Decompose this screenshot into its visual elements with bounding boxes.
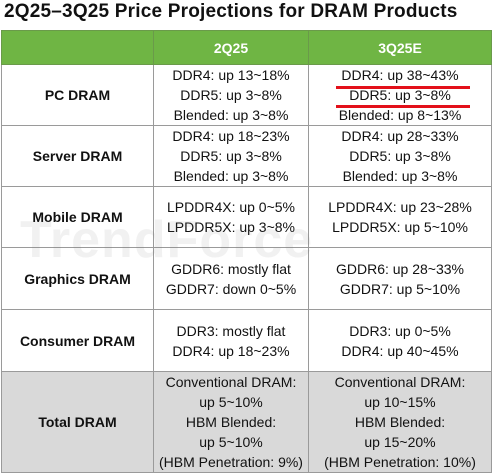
- value-line: GDDR7: up 5~10%: [339, 280, 461, 297]
- category-label: Graphics DRAM: [1, 247, 154, 310]
- value-line: up 10~15%: [364, 394, 436, 410]
- row-server-dram: Server DRAM DDR4: up 18~23% DDR5: up 3~8…: [1, 125, 492, 187]
- value-line: Conventional DRAM:: [334, 374, 466, 390]
- value-line: LPDDR4X: up 23~28%: [328, 199, 472, 215]
- value-line: LPDDR5X: up 3~8%: [166, 219, 296, 235]
- q2-cell: DDR4: up 13~18% DDR5: up 3~8% Blended: u…: [153, 64, 309, 126]
- q2-cell: LPDDR4X: up 0~5% LPDDR5X: up 3~8%: [153, 186, 309, 248]
- value-line: up 5~10%: [199, 394, 263, 410]
- category-label: Consumer DRAM: [1, 309, 154, 372]
- category-label: Total DRAM: [1, 371, 154, 473]
- header-blank: [1, 30, 154, 65]
- value-line: up 15~20%: [364, 434, 436, 450]
- page-title: 2Q25–3Q25 Price Projections for DRAM Pro…: [4, 1, 458, 22]
- row-graphics-dram: Graphics DRAM GDDR6: mostly flat GDDR7: …: [1, 247, 492, 310]
- highlight-underline: [336, 86, 470, 89]
- value-line: Conventional DRAM:: [165, 374, 297, 390]
- value-line: DDR5: up 3~8%: [180, 87, 282, 103]
- row-total-dram: Total DRAM Conventional DRAM: up 5~10% H…: [1, 371, 492, 473]
- header-3q25e: 3Q25E: [308, 30, 492, 65]
- row-mobile-dram: Mobile DRAM LPDDR4X: up 0~5% LPDDR5X: up…: [1, 186, 492, 248]
- q2-cell: Conventional DRAM: up 5~10% HBM Blended:…: [153, 371, 309, 473]
- q3-cell: LPDDR4X: up 23~28% LPDDR5X: up 5~10%: [308, 186, 492, 248]
- value-line: LPDDR5X: up 5~10%: [332, 219, 468, 235]
- q2-cell: DDR4: up 18~23% DDR5: up 3~8% Blended: u…: [153, 125, 309, 187]
- value-line: DDR4: up 28~33%: [341, 128, 459, 144]
- value-line: (HBM Penetration: 9%): [159, 454, 303, 470]
- header-row: 2Q25 3Q25E: [1, 30, 492, 65]
- value-line: up 5~10%: [199, 434, 263, 450]
- q3-cell: DDR4: up 38~43% DDR5: up 3~8% Blended: u…: [308, 64, 492, 126]
- row-pc-dram: PC DRAM DDR4: up 13~18% DDR5: up 3~8% Bl…: [1, 64, 492, 126]
- q3-cell: Conventional DRAM: up 10~15% HBM Blended…: [308, 371, 492, 473]
- value-line: DDR5: up 3~8%: [349, 87, 451, 103]
- category-label: PC DRAM: [1, 64, 154, 126]
- q2-cell: GDDR6: mostly flat GDDR7: down 0~5%: [153, 247, 309, 310]
- value-line: DDR4: up 38~43%: [341, 67, 459, 83]
- q3-cell: DDR4: up 28~33% DDR5: up 3~8% Blended: u…: [308, 125, 492, 187]
- highlight-underline: [336, 105, 470, 108]
- value-line: Blended: up 3~8%: [173, 107, 289, 123]
- value-line: DDR4: up 13~18%: [172, 67, 290, 83]
- value-line: DDR3: up 0~5%: [349, 322, 451, 339]
- value-line: GDDR6: up 28~33%: [335, 260, 465, 277]
- value-line: HBM Blended:: [185, 414, 277, 430]
- value-line: DDR5: up 3~8%: [180, 148, 282, 164]
- q2-cell: DDR3: mostly flat DDR4: up 18~23%: [153, 309, 309, 372]
- value-line: DDR4: up 18~23%: [172, 342, 290, 359]
- value-line: DDR4: up 40~45%: [341, 342, 459, 359]
- value-line: Blended: up 8~13%: [338, 107, 462, 123]
- value-line: Blended: up 3~8%: [173, 168, 289, 184]
- value-line: HBM Blended:: [354, 414, 446, 430]
- value-line: Blended: up 3~8%: [342, 168, 458, 184]
- value-line: GDDR7: down 0~5%: [165, 280, 297, 297]
- category-label: Mobile DRAM: [1, 186, 154, 248]
- value-line: LPDDR4X: up 0~5%: [166, 199, 296, 215]
- category-label: Server DRAM: [1, 125, 154, 187]
- price-projection-table: 2Q25 3Q25E PC DRAM DDR4: up 13~18% DDR5:…: [1, 30, 492, 473]
- value-line: DDR5: up 3~8%: [349, 148, 451, 164]
- row-consumer-dram: Consumer DRAM DDR3: mostly flat DDR4: up…: [1, 309, 492, 372]
- q3-cell: DDR3: up 0~5% DDR4: up 40~45%: [308, 309, 492, 372]
- value-line: DDR3: mostly flat: [176, 322, 286, 339]
- value-line: DDR4: up 18~23%: [172, 128, 290, 144]
- header-2q25: 2Q25: [153, 30, 309, 65]
- value-line: GDDR6: mostly flat: [171, 260, 291, 277]
- q3-cell: GDDR6: up 28~33% GDDR7: up 5~10%: [308, 247, 492, 310]
- value-line: (HBM Penetration: 10%): [324, 454, 476, 470]
